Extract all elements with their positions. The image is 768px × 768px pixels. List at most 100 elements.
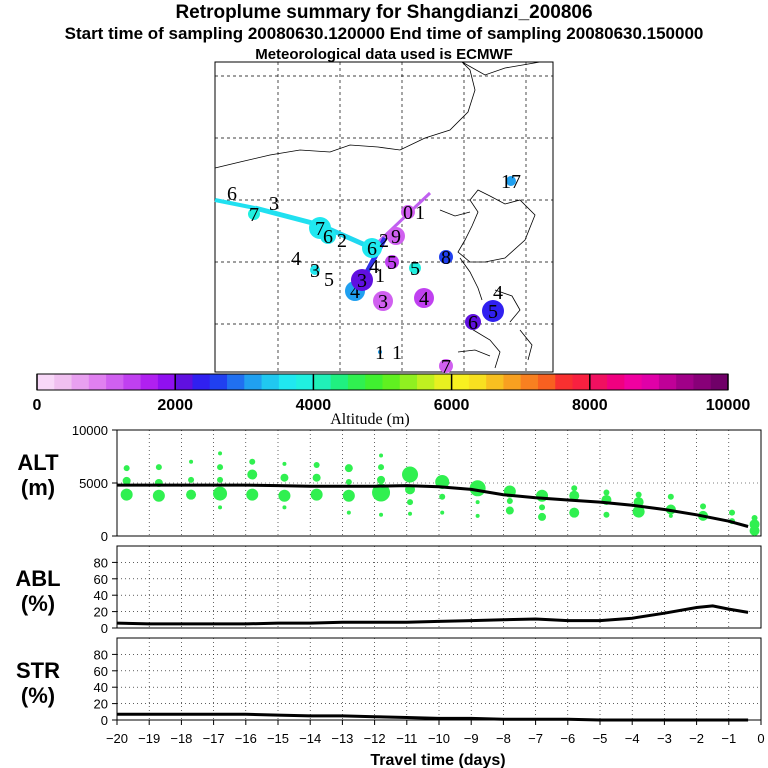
x-tick-label: −10 — [428, 731, 450, 746]
trajectory-marker-label: 5 — [324, 269, 334, 291]
x-tick-label: −20 — [106, 731, 128, 746]
altitude-point — [603, 489, 610, 496]
trajectory-marker-label: 6 — [367, 238, 377, 260]
colorbar-cell — [434, 374, 453, 390]
x-tick-label: −17 — [203, 731, 225, 746]
colorbar-cell — [520, 374, 539, 390]
altitude-point — [188, 476, 195, 483]
trajectory-marker — [465, 314, 481, 330]
trajectory-marker — [378, 350, 382, 354]
colorbar-cell — [157, 374, 176, 390]
colorbar-cell — [676, 374, 694, 390]
altitude-point — [217, 464, 224, 471]
trajectory-marker-label: 2 — [337, 230, 347, 252]
colorbar-cell — [589, 374, 608, 390]
altitude-point — [344, 464, 353, 473]
colorbar-cell — [37, 374, 55, 390]
altitude-point — [310, 488, 323, 501]
y-tick-label: 60 — [94, 664, 108, 679]
y-tick-label: 5000 — [79, 476, 108, 491]
y-tick-label: 10000 — [72, 423, 108, 438]
x-axis-label: Travel time (days) — [370, 752, 505, 768]
colorbar-cell — [227, 374, 245, 390]
panel-ylabel: ALT — [17, 450, 59, 475]
altitude-point — [282, 461, 287, 466]
altitude-point — [668, 513, 673, 518]
trajectory-marker-label: 7 — [441, 356, 451, 378]
x-tick-label: −6 — [560, 731, 575, 746]
colorbar-cell — [555, 374, 574, 390]
colorbar-cell — [658, 374, 677, 390]
colorbar-cell — [468, 374, 487, 390]
trajectory-marker-label: 7 — [249, 204, 259, 226]
trajectory-marker-label: 3 — [269, 193, 279, 215]
x-tick-label: −3 — [657, 731, 672, 746]
altitude-point — [539, 504, 546, 511]
trajectory-marker-label: 0 — [403, 202, 413, 224]
altitude-point — [120, 488, 133, 501]
altitude-point — [700, 503, 707, 510]
y-tick-label: 80 — [94, 555, 108, 570]
trajectory-marker — [310, 265, 320, 275]
colorbar-cell — [503, 374, 522, 390]
trajectory-marker — [439, 250, 453, 264]
y-tick-label: 40 — [94, 588, 108, 603]
altitude-point — [189, 459, 194, 464]
colorbar-label: Altitude (m) — [330, 411, 410, 428]
chart-title: Retroplume summary for Shangdianzi_20080… — [175, 2, 593, 23]
mean-altitude-line — [117, 483, 749, 528]
altitude-point — [312, 473, 321, 482]
altitude-point — [729, 509, 736, 516]
altitude-point — [282, 505, 287, 510]
altitude-colorbar: 0 2000 4000 6000 8000 10000 Altitude (m) — [33, 373, 750, 428]
altitude-point — [247, 469, 258, 480]
abl-line — [116, 604, 749, 626]
met-data-note: Meteorological data used is ECMWF — [255, 46, 513, 63]
colorbar-cell — [607, 374, 625, 390]
altitude-point — [246, 488, 259, 501]
altitude-point — [475, 500, 480, 505]
x-tick-label: −1 — [721, 731, 736, 746]
altitude-point — [402, 466, 419, 483]
colorbar-cell — [624, 374, 643, 390]
colorbar-cell — [296, 374, 314, 390]
trajectory-marker-label: 5 — [488, 301, 498, 323]
altitude-point — [218, 505, 223, 510]
trajectory-marker-label: 17 — [501, 171, 521, 193]
trajectory-marker — [373, 291, 393, 311]
altitude-point — [372, 483, 391, 502]
trajectory-marker — [401, 205, 415, 219]
altitude-point — [278, 489, 291, 502]
str-line — [117, 712, 749, 722]
y-tick-label: 0 — [101, 529, 108, 544]
trajectory-marker-label: 4 — [419, 288, 429, 310]
trajectory-marker-label: 1 — [392, 342, 402, 364]
colorbar-cell — [641, 374, 660, 390]
trajectory-marker — [482, 300, 504, 322]
colorbar-cell — [330, 374, 349, 390]
x-tick-label: −5 — [593, 731, 608, 746]
colorbar-cell — [347, 374, 366, 390]
altitude-point — [569, 507, 580, 518]
trajectory-marker-label: 1 — [415, 202, 425, 224]
x-tick-label: −7 — [528, 731, 543, 746]
panel-ylabel: STR — [16, 658, 60, 683]
altitude-point — [213, 486, 228, 501]
trajectory-marker-label: 4 — [369, 256, 379, 278]
trajectory-marker — [362, 238, 382, 258]
altitude-point — [632, 505, 645, 518]
panel-ylabel-units: (%) — [21, 591, 55, 616]
altitude-point — [122, 476, 131, 485]
altitude-point — [217, 476, 224, 483]
altitude-point — [313, 461, 320, 468]
alt-panel: 0 5000 10000 ALT(m) — [17, 423, 762, 544]
trajectory-marker — [320, 228, 336, 244]
altitude-point — [603, 511, 610, 518]
x-tick-label: −16 — [235, 731, 257, 746]
altitude-point — [123, 465, 130, 472]
trajectory-marker-label: 6 — [468, 312, 478, 334]
colorbar-cell — [88, 374, 107, 390]
colorbar-cell — [140, 374, 159, 390]
